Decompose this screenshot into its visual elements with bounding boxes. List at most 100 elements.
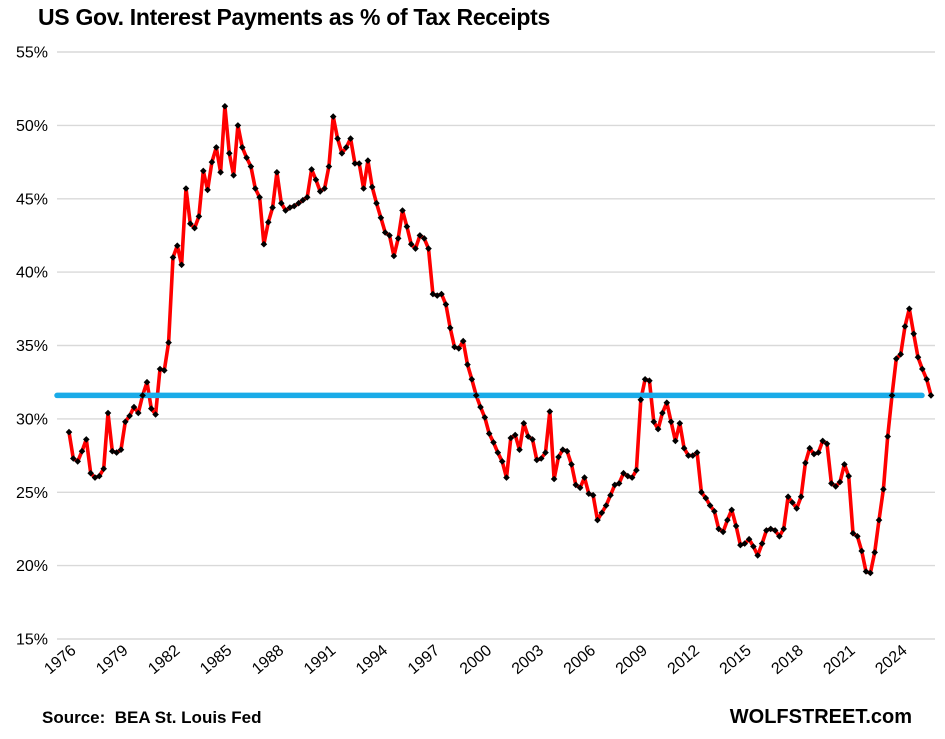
data-point-marker: [126, 412, 133, 420]
data-point-marker: [204, 186, 211, 194]
data-point-marker: [832, 483, 839, 490]
data-point-marker: [65, 428, 73, 436]
data-point-marker: [659, 409, 666, 417]
data-point-marker: [498, 458, 506, 465]
data-point-marker: [537, 455, 545, 462]
data-point-marker: [174, 242, 181, 249]
data-point-marker: [74, 458, 81, 465]
data-point-marker: [234, 122, 242, 129]
x-tick-label: 2021: [820, 642, 858, 678]
x-tick-label: 2009: [613, 642, 651, 678]
data-point-marker: [685, 452, 692, 459]
data-point-marker: [299, 196, 307, 204]
data-point-marker: [637, 396, 645, 404]
data-point-marker: [672, 437, 679, 445]
data-point-marker: [87, 469, 94, 477]
data-point-marker: [221, 103, 229, 110]
data-point-marker: [403, 223, 411, 230]
data-point-marker: [412, 245, 419, 252]
data-point-marker: [347, 135, 354, 142]
data-point-marker: [472, 392, 480, 399]
data-point-marker: [83, 436, 90, 443]
data-point-marker: [490, 439, 497, 446]
data-point-marker: [867, 569, 874, 577]
y-tick-label: 30%: [16, 411, 48, 428]
data-point-marker: [784, 493, 792, 500]
data-point-marker: [256, 194, 263, 201]
data-point-marker: [130, 403, 138, 411]
data-point-marker: [161, 367, 168, 374]
data-point-marker: [602, 502, 610, 509]
data-point-marker: [70, 455, 77, 462]
x-tick-label: 2006: [561, 642, 599, 678]
data-point-marker: [364, 157, 372, 164]
data-point-marker: [355, 160, 363, 167]
data-point-marker: [165, 339, 172, 346]
data-point-marker: [741, 540, 748, 547]
data-point-marker: [286, 204, 294, 211]
data-point-marker: [789, 499, 796, 506]
data-point-marker: [477, 403, 484, 411]
data-point-marker: [265, 218, 272, 226]
data-point-marker: [446, 324, 454, 332]
data-point-marker: [104, 409, 112, 417]
chart-title: US Gov. Interest Payments as % of Tax Re…: [38, 4, 550, 30]
data-point-marker: [113, 449, 120, 456]
data-point-marker: [745, 535, 753, 543]
data-point-marker: [542, 449, 549, 456]
data-point-marker: [485, 430, 493, 437]
x-tick-label: 1991: [301, 642, 339, 678]
data-point-marker: [633, 466, 640, 474]
data-point-marker: [620, 469, 627, 477]
data-point-marker: [390, 252, 398, 260]
data-point-marker: [139, 392, 146, 399]
data-point-marker: [213, 144, 220, 151]
data-point-marker: [503, 474, 510, 481]
data-point-marker: [841, 461, 848, 468]
data-point-marker: [334, 135, 341, 142]
data-point-marker: [122, 418, 129, 426]
data-point-marker: [728, 506, 735, 514]
data-point-marker: [862, 568, 870, 575]
data-point-marker: [810, 450, 818, 458]
data-point-marker: [278, 199, 285, 207]
data-point-marker: [516, 446, 523, 453]
data-point-marker: [260, 240, 268, 248]
y-tick-label: 45%: [16, 191, 48, 208]
y-tick-label: 25%: [16, 485, 48, 502]
data-point-marker: [849, 530, 857, 537]
data-point-marker: [429, 290, 437, 298]
data-point-marker: [433, 292, 441, 299]
data-point-marker: [594, 516, 601, 524]
data-point-marker: [815, 449, 822, 456]
data-point-marker: [373, 199, 380, 207]
x-tick-label: 1994: [353, 642, 391, 678]
data-point-marker: [628, 474, 636, 481]
data-point-marker: [802, 459, 809, 467]
data-point-marker: [321, 185, 328, 192]
data-point-marker: [468, 376, 476, 383]
data-point-marker: [906, 305, 913, 313]
data-point-marker: [524, 433, 532, 440]
data-point-marker: [399, 207, 406, 214]
data-point-marker: [663, 399, 671, 406]
data-point-marker: [654, 425, 662, 433]
data-point-marker: [897, 351, 904, 358]
data-point-marker: [680, 444, 688, 452]
y-tick-label: 50%: [16, 118, 48, 135]
data-point-marker: [407, 240, 415, 248]
series-line: [67, 104, 933, 575]
x-tick-label: 2018: [769, 642, 807, 678]
data-point-marker: [117, 446, 125, 453]
data-point-marker: [96, 472, 103, 480]
data-point-marker: [187, 220, 194, 227]
x-tick-label: 1979: [93, 642, 131, 678]
x-tick-label: 1997: [405, 642, 443, 678]
data-point-marker: [884, 433, 891, 440]
data-point-marker: [732, 522, 740, 530]
data-point-marker: [464, 361, 471, 368]
data-point-marker: [589, 491, 597, 499]
data-point-marker: [152, 411, 159, 418]
